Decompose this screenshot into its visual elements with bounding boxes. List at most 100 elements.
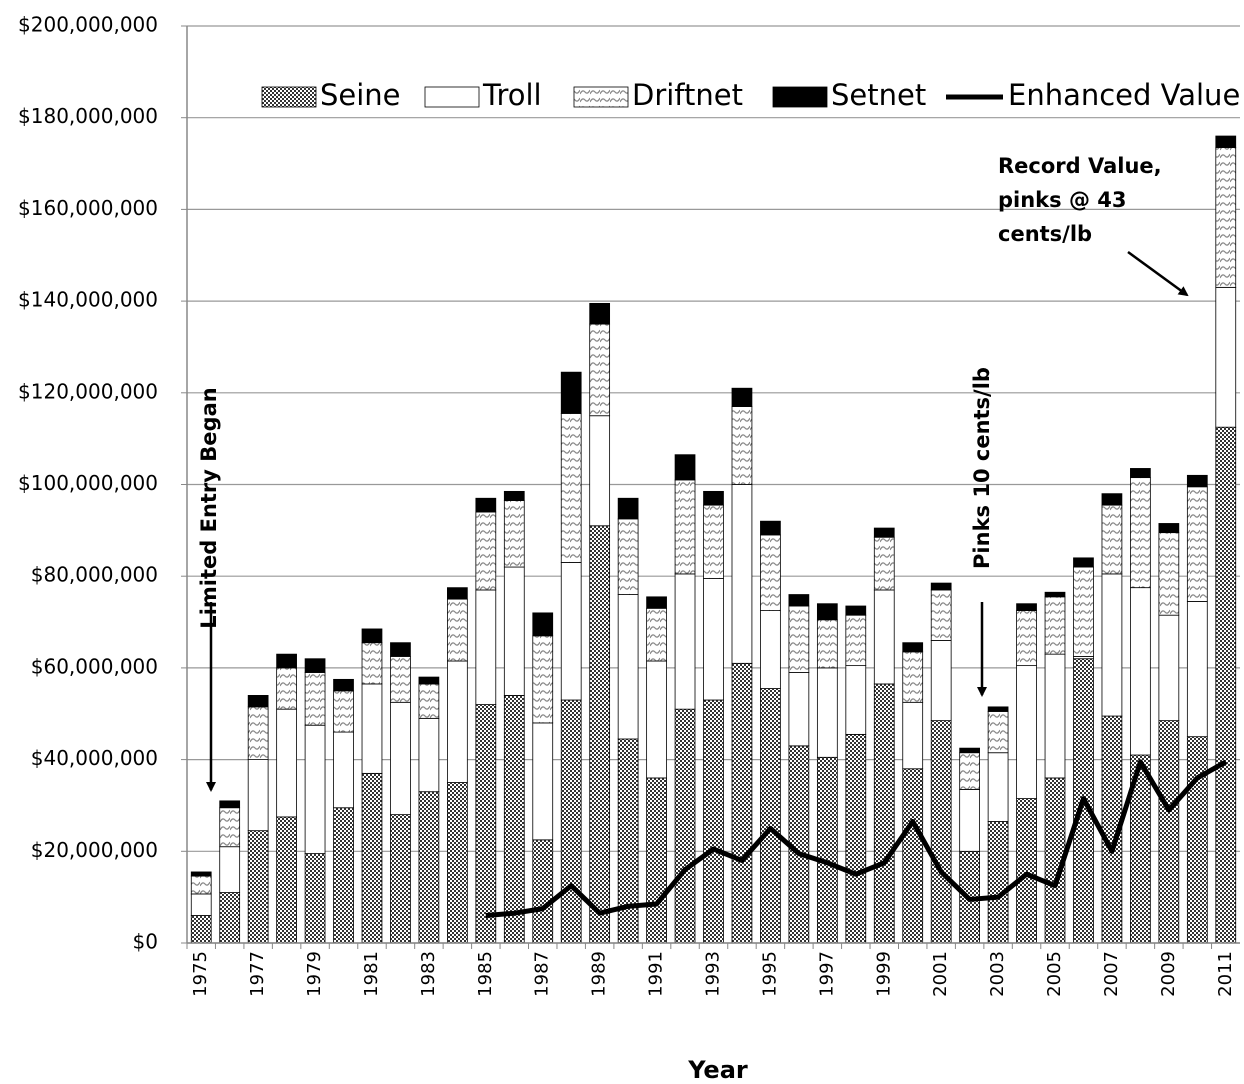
- bar-segment: [1016, 665, 1037, 799]
- x-tick-label: 1985: [475, 951, 496, 997]
- bar-segment: [247, 830, 269, 944]
- y-tick-label: $40,000,000: [31, 746, 158, 770]
- bar-segment: [1016, 610, 1037, 667]
- bar-segment: [304, 658, 326, 673]
- bar-segment: [418, 791, 440, 944]
- x-tick-label: 1979: [304, 951, 325, 997]
- bar-segment: [703, 490, 724, 506]
- bar-segment: [703, 578, 724, 701]
- bar-segment: [361, 683, 383, 774]
- bar-segment: [788, 672, 810, 747]
- bar-segment: [930, 639, 952, 722]
- legend-label: Setnet: [831, 78, 926, 112]
- bar-segment: [845, 733, 867, 944]
- annotation: Limited Entry Began: [197, 387, 221, 628]
- bar-segment: [760, 534, 781, 611]
- x-tick-label: 1999: [873, 951, 894, 997]
- arrow: [1127, 250, 1189, 297]
- bar-segment: [475, 497, 497, 513]
- x-tick-label: 1995: [759, 951, 780, 997]
- bar-segment: [361, 642, 383, 685]
- bar-segment: [646, 607, 667, 662]
- bar-segment: [447, 660, 468, 783]
- bar-segment: [532, 635, 554, 724]
- bar-segment: [190, 893, 212, 916]
- bar-segment: [1130, 587, 1151, 756]
- bar-segment: [589, 323, 611, 417]
- legend-label: Driftnet: [632, 78, 743, 112]
- bar-segment: [1073, 566, 1094, 657]
- bar-segment: [1130, 477, 1151, 589]
- bar-segment: [333, 678, 354, 692]
- bar-segment: [589, 415, 611, 527]
- bar-segment: [247, 695, 269, 708]
- bar-segment: [532, 612, 554, 637]
- bar-segment: [190, 871, 212, 877]
- bar-segment: [503, 695, 525, 944]
- bar-segment: [1073, 557, 1094, 568]
- bar-segment: [617, 497, 639, 520]
- bar-segment: [276, 816, 297, 944]
- bar-segment: [788, 605, 810, 673]
- bar-segment: [276, 667, 297, 710]
- bar-segment: [247, 706, 269, 760]
- bar-segment: [731, 662, 753, 944]
- legend: Seine Troll Driftnet Setnet Enhanced Value: [261, 78, 1240, 112]
- legend-swatch: [261, 86, 317, 108]
- x-tick-label: 1975: [190, 951, 211, 997]
- bar-segment: [532, 839, 554, 944]
- bar-segment: [361, 628, 383, 644]
- bar-segment: [617, 594, 639, 740]
- x-tick-label: 1977: [247, 951, 268, 997]
- bar-segment: [1101, 504, 1123, 575]
- bar-segment: [1215, 147, 1237, 288]
- bar-segment: [845, 614, 867, 667]
- bar-segment: [760, 610, 781, 689]
- y-tick-label: $80,000,000: [31, 563, 158, 587]
- bar-segment: [418, 683, 440, 719]
- bar-segment: [959, 747, 980, 754]
- bar-segment: [873, 536, 895, 591]
- bar-segment: [390, 642, 411, 657]
- bar-segment: [475, 589, 497, 705]
- bar-segment: [447, 598, 468, 662]
- bar-segment: [816, 603, 838, 621]
- bar-segment: [1016, 603, 1037, 611]
- bar-segment: [760, 520, 781, 536]
- bar-segment: [560, 699, 582, 944]
- x-tick-label: 2011: [1215, 951, 1236, 997]
- bar-segment: [304, 672, 326, 726]
- bar-segment: [1101, 573, 1123, 717]
- y-tick-label: $120,000,000: [18, 379, 158, 403]
- bar-segment: [475, 704, 497, 944]
- y-tick-label: $180,000,000: [18, 104, 158, 128]
- bar-segment: [788, 594, 810, 607]
- bar-segment: [674, 573, 696, 710]
- bar-segment: [873, 527, 895, 538]
- y-tick-label: $0: [133, 930, 158, 954]
- bar-segment: [674, 708, 696, 944]
- y-tick-label: $160,000,000: [18, 196, 158, 220]
- bar-segment: [532, 722, 554, 841]
- bar-segment: [219, 846, 241, 893]
- legend-swatch: [772, 86, 828, 108]
- bar-segment: [816, 756, 838, 944]
- bar-segment: [760, 688, 781, 944]
- bar-segment: [361, 772, 383, 944]
- bar-segment: [1215, 426, 1237, 944]
- bar-segment: [1044, 596, 1066, 655]
- bar-segment: [1186, 736, 1208, 944]
- x-tick-label: 1989: [589, 951, 610, 997]
- bar-segment: [589, 302, 611, 325]
- x-tick-label: 1981: [361, 951, 382, 997]
- bar-segment: [247, 759, 269, 832]
- bar-segment: [503, 500, 525, 568]
- bar-segment: [276, 653, 297, 669]
- bar-segment: [1158, 532, 1180, 616]
- y-tick-label: $20,000,000: [31, 838, 158, 862]
- bar-segment: [333, 731, 354, 809]
- bar-segment: [845, 665, 867, 735]
- bar-segment: [1186, 601, 1208, 738]
- bar-segment: [333, 690, 354, 733]
- bar-segment: [1158, 523, 1180, 534]
